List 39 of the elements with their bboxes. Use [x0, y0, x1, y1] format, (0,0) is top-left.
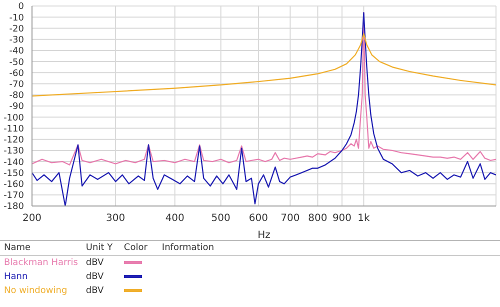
- x-tick-label: 400: [165, 213, 184, 224]
- x-axis-title: Hz: [258, 230, 270, 241]
- y-tick-label: -180: [4, 202, 24, 212]
- y-tick-label: -20: [9, 24, 24, 34]
- text: Hann: [3, 271, 29, 284]
- y-tick-label: -170: [4, 191, 24, 202]
- text: Blackman Harris: [3, 257, 79, 270]
- y-tick-label: -50: [9, 58, 24, 68]
- x-tick-label: 200: [22, 213, 42, 224]
- text: dBV: [86, 272, 104, 282]
- y-tick-label: -150: [4, 168, 24, 179]
- y-tick-label: 0: [18, 2, 24, 12]
- y-tick-label: -120: [4, 136, 24, 146]
- x-tick-label: 600: [248, 213, 268, 224]
- y-tick-label: -130: [4, 146, 24, 157]
- y-tick-label: -40: [9, 46, 24, 57]
- y-tick-label: -80: [9, 91, 24, 102]
- text: Name: [3, 242, 32, 255]
- text: Information: [160, 242, 216, 255]
- y-tick-label: -90: [9, 102, 24, 112]
- x-tick-label: 500: [211, 213, 230, 224]
- x-tick-label: 300: [106, 213, 126, 224]
- y-tick-label: -100: [4, 113, 24, 124]
- text: dBV: [86, 286, 104, 296]
- text: No windowing: [3, 285, 68, 298]
- x-tick-label: 800: [308, 213, 328, 224]
- text: dBV: [84, 257, 105, 270]
- x-tick-label: 700: [280, 213, 300, 224]
- y-tick-label: -70: [9, 80, 24, 90]
- text: Unit Y: [84, 242, 114, 255]
- x-tick-label: 900: [332, 213, 352, 224]
- y-tick-label: -10: [9, 13, 24, 24]
- y-tick-label: -60: [9, 68, 24, 79]
- y-tick-label: -30: [9, 36, 24, 46]
- y-tick-label: -160: [4, 180, 24, 190]
- y-tick-label: -110: [4, 124, 24, 134]
- text: Color: [122, 242, 148, 255]
- y-tick-label: -140: [4, 158, 24, 168]
- x-tick-label: 1k: [358, 213, 370, 224]
